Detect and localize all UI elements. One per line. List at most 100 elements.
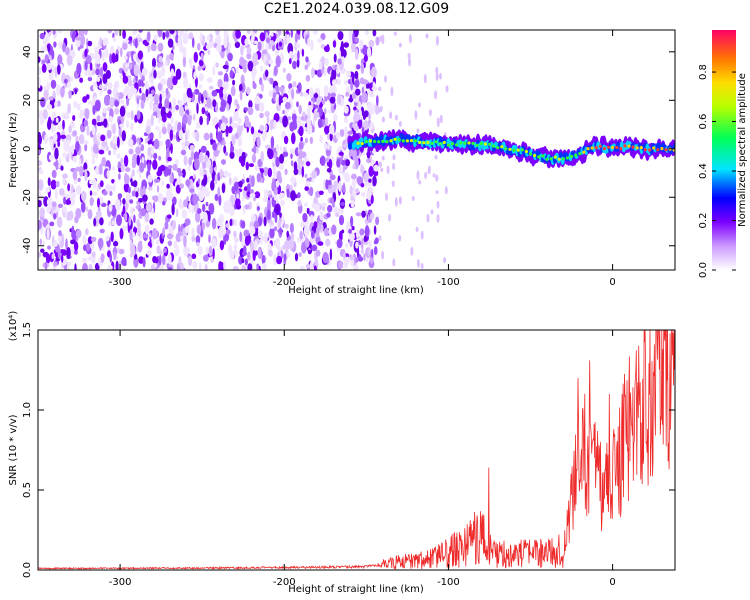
noise-blob [385, 192, 388, 201]
noise-blob [128, 62, 133, 70]
noise-blob [363, 54, 368, 63]
noise-blob [192, 113, 196, 122]
noise-blob [352, 86, 356, 92]
noise-blob [272, 179, 277, 189]
y-tick-label: -40 [22, 238, 33, 254]
noise-blob [43, 89, 49, 99]
noise-blob [381, 156, 385, 161]
noise-blob [104, 47, 109, 59]
noise-blob [373, 246, 378, 256]
noise-blob [297, 236, 301, 243]
noise-blob [198, 83, 202, 89]
noise-blob [144, 81, 149, 90]
noise-blob [85, 94, 90, 100]
noise-blob [128, 148, 134, 155]
noise-blob [160, 140, 163, 146]
track-peak [434, 140, 438, 144]
noise-blob [287, 116, 292, 121]
noise-blob [278, 95, 282, 106]
noise-blob [161, 180, 165, 186]
noise-blob [126, 97, 130, 107]
track-peak [656, 148, 660, 152]
noise-blob [298, 252, 302, 257]
noise-blob [435, 72, 439, 81]
noise-blob [115, 260, 119, 270]
noise-blob [363, 253, 366, 261]
noise-blob [96, 53, 101, 65]
noise-blob [74, 88, 78, 95]
noise-blob [313, 109, 318, 122]
noise-blob [373, 169, 379, 177]
track-peak [479, 141, 483, 146]
noise-blob [241, 264, 247, 270]
noise-blob [85, 55, 92, 65]
noise-blob [137, 241, 143, 253]
colorbar: 0.0 0.2 0.4 0.6 0.8 Normalized spectral ampl… [698, 30, 748, 278]
noise-blob [38, 200, 42, 208]
noise-blob [196, 208, 202, 214]
noise-blob [209, 203, 215, 215]
noise-blob [162, 200, 166, 206]
noise-blob [327, 179, 332, 186]
track-peak [418, 140, 422, 144]
noise-blob [100, 253, 105, 264]
noise-blob [222, 228, 226, 236]
noise-blob [92, 178, 97, 190]
noise-blob [336, 238, 343, 249]
noise-blob [366, 195, 372, 201]
noise-blob [360, 77, 364, 85]
noise-blob [60, 165, 64, 171]
noise-blob [65, 199, 71, 205]
noise-blob [57, 30, 63, 34]
noise-blob [118, 248, 125, 255]
snr-x-ticks: -300 -200 -100 0 [109, 330, 616, 588]
track-peak [586, 147, 590, 151]
noise-blob [184, 105, 189, 110]
noise-blob [182, 46, 187, 58]
track-peak [627, 144, 631, 148]
noise-blob [338, 166, 344, 174]
noise-blob [219, 86, 225, 98]
noise-blob [113, 181, 116, 193]
noise-blob [142, 233, 149, 239]
noise-blob [243, 229, 250, 238]
colorbar-gradient [712, 30, 736, 270]
noise-blob [329, 145, 332, 151]
noise-blob [273, 226, 278, 232]
noise-blob [219, 240, 225, 251]
noise-blob [241, 220, 246, 229]
noise-blob [338, 261, 344, 269]
noise-blob [301, 48, 305, 57]
noise-blob [323, 84, 329, 97]
noise-blob [238, 255, 243, 265]
noise-blob [368, 166, 374, 177]
track-peak [414, 139, 418, 143]
noise-blob [153, 34, 158, 42]
noise-blob [254, 96, 261, 105]
noise-blob [218, 226, 224, 239]
noise-blob [83, 119, 89, 127]
noise-blob [308, 210, 315, 218]
noise-blob [68, 89, 72, 99]
noise-blob [333, 206, 339, 215]
track-peak [475, 143, 479, 147]
track-peak [373, 139, 377, 144]
noise-blob [212, 99, 217, 108]
noise-blob [337, 30, 344, 41]
noise-blob [170, 117, 174, 124]
noise-blob [362, 112, 366, 121]
track-peak [590, 146, 594, 150]
noise-blob [148, 185, 153, 191]
noise-blob [231, 134, 236, 146]
noise-blob [435, 66, 439, 74]
noise-blob [187, 117, 192, 126]
noise-blob [169, 129, 173, 141]
noise-blob [138, 172, 142, 180]
noise-blob [172, 163, 178, 171]
noise-blob [84, 69, 89, 77]
noise-blob [315, 249, 321, 257]
noise-blob [184, 225, 190, 234]
noise-blob [141, 82, 145, 87]
noise-blob [89, 196, 94, 207]
noise-blob [108, 150, 111, 156]
